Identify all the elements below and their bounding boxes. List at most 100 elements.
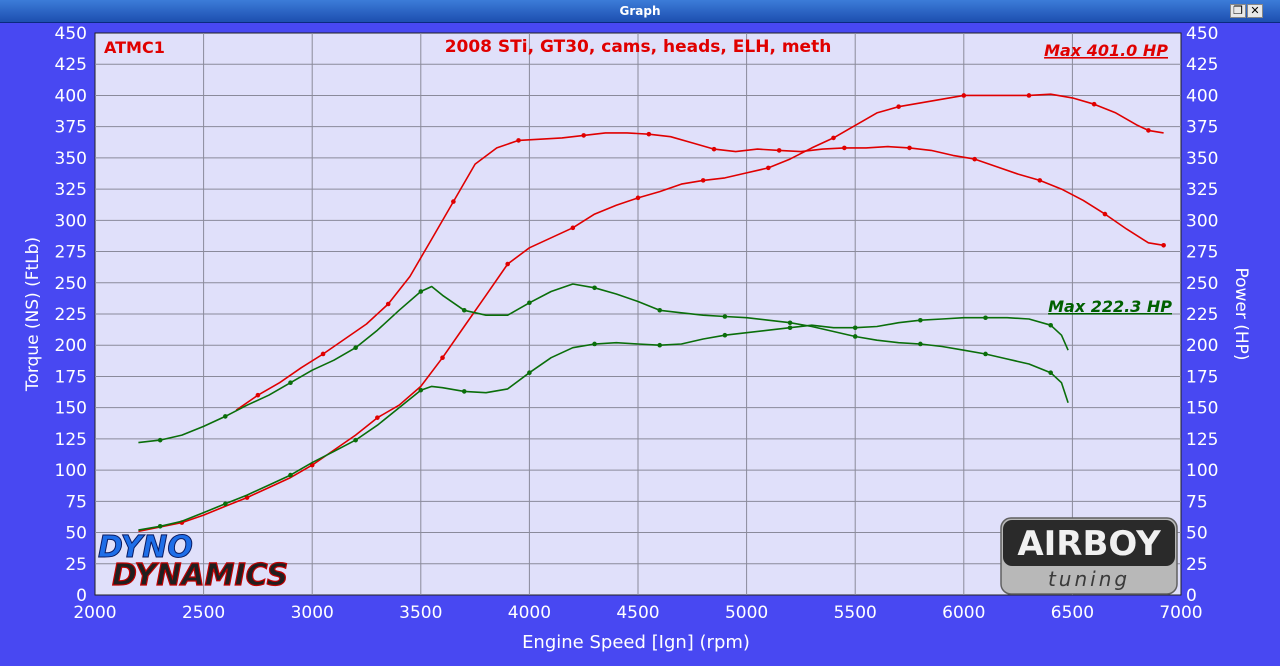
green-power-point: [288, 472, 293, 478]
red-power-point: [1091, 101, 1097, 107]
right-tick-label: 425: [1186, 55, 1218, 75]
red-torque-point: [581, 133, 586, 138]
green-torque-point: [592, 285, 597, 291]
red-power-point: [961, 93, 967, 98]
x-tick-label: 3500: [399, 603, 442, 623]
green-power-point: [852, 325, 858, 331]
title-bar[interactable]: Graph ❐ ✕: [0, 0, 1280, 23]
run-label: ATMC1: [104, 38, 165, 57]
series-layer: [138, 93, 1166, 533]
left-tick-label: 300: [55, 211, 87, 231]
airboy-logo-line2: tuning: [1048, 567, 1130, 591]
x-tick-label: 6500: [1051, 603, 1094, 623]
green-power-point: [787, 325, 793, 331]
right-tick-label: 450: [1186, 24, 1218, 44]
left-axis-ticks: 0 25 50 75 100 125 150 175 200 225 250 275 300 325 350…: [55, 24, 87, 606]
right-tick-label: 125: [1186, 430, 1218, 450]
airboy-logo-line1: AIRBOY: [1017, 524, 1161, 564]
red-power-point: [505, 261, 510, 267]
x-tick-label: 7000: [1159, 603, 1202, 623]
right-tick-label: 250: [1186, 274, 1218, 294]
airboy-tuning-logo: AIRBOY tuning: [1000, 517, 1178, 595]
x-tick-label: 4500: [616, 603, 659, 623]
window-title: Graph: [619, 4, 661, 18]
green-torque-point: [288, 380, 293, 385]
left-tick-label: 100: [55, 461, 87, 481]
left-tick-label: 325: [55, 180, 87, 200]
red-power-point: [440, 355, 445, 361]
left-axis-label: Torque (NS) (FtLb): [23, 237, 43, 392]
left-tick-label: 275: [55, 243, 87, 263]
dyno-logo-line1: DYNO: [98, 530, 193, 565]
red-torque-point: [385, 301, 391, 307]
red-torque-point: [1161, 243, 1166, 248]
red-torque-point: [842, 145, 847, 151]
red-power-point: [1146, 128, 1151, 133]
left-tick-label: 25: [65, 555, 87, 575]
max-green-hp-annotation: Max 222.3 HP: [1048, 297, 1172, 316]
left-tick-label: 250: [55, 274, 87, 294]
red-torque-point: [972, 156, 977, 162]
green-torque-point: [787, 320, 793, 326]
green-torque-point: [223, 414, 228, 419]
green-power-point: [527, 370, 532, 375]
close-icon[interactable]: ✕: [1247, 4, 1263, 18]
green-power-point: [461, 389, 467, 394]
green-torque-point: [983, 351, 988, 357]
green-power-point: [983, 315, 988, 321]
red-power-point: [570, 225, 576, 231]
left-tick-label: 150: [55, 399, 87, 419]
red-torque-line: [235, 132, 1164, 411]
green-torque-point: [353, 345, 358, 351]
red-torque-point: [711, 146, 717, 152]
x-tick-label: 4000: [508, 603, 551, 623]
right-tick-label: 100: [1186, 461, 1218, 481]
right-tick-label: 175: [1186, 367, 1218, 387]
green-torque-point: [418, 289, 424, 294]
right-tick-label: 225: [1186, 305, 1218, 325]
restore-icon[interactable]: ❐: [1230, 4, 1246, 18]
x-tick-label: 5000: [725, 603, 768, 623]
left-tick-label: 375: [55, 118, 87, 138]
green-torque-point: [461, 307, 467, 313]
left-tick-label: 200: [55, 336, 87, 356]
red-power-point: [375, 415, 380, 420]
red-power-point: [896, 104, 901, 109]
green-power-point: [1048, 322, 1053, 328]
left-tick-label: 75: [65, 492, 87, 512]
green-power-point: [592, 341, 597, 347]
red-power-point: [766, 165, 771, 171]
x-axis-ticks: 2000 2500 3000 3500 4000 4500 5000 5500 6000 6500…: [73, 603, 1202, 623]
chart-title: 2008 STi, GT30, cams, heads, ELH, meth: [445, 37, 832, 57]
red-torque-point: [451, 199, 456, 204]
right-tick-label: 400: [1186, 86, 1218, 106]
green-torque-point: [657, 307, 663, 313]
right-tick-label: 375: [1186, 118, 1218, 138]
red-torque-point: [907, 145, 912, 151]
green-torque-point: [157, 437, 163, 443]
right-tick-label: 75: [1186, 492, 1208, 512]
green-torque-point: [1048, 370, 1053, 375]
right-tick-label: 150: [1186, 399, 1218, 419]
green-torque-point: [852, 334, 858, 339]
green-torque-line: [138, 283, 1069, 444]
left-tick-label: 225: [55, 305, 87, 325]
dyno-dynamics-logo: DYNO DYNAMICS: [98, 530, 289, 594]
green-torque-point: [527, 300, 532, 306]
green-power-line: [138, 316, 1069, 531]
green-power-point: [418, 387, 424, 393]
red-torque-point: [1037, 178, 1043, 183]
left-tick-label: 425: [55, 55, 87, 75]
red-power-point: [831, 135, 836, 141]
left-tick-label: 0: [76, 586, 87, 606]
x-tick-label: 2000: [73, 603, 116, 623]
left-tick-label: 125: [55, 430, 87, 450]
green-torque-point: [722, 314, 728, 319]
right-axis-label: Power (HP): [1231, 267, 1251, 360]
right-tick-label: 350: [1186, 149, 1218, 169]
red-torque-point: [320, 351, 326, 357]
green-power-point: [918, 317, 923, 323]
right-tick-label: 50: [1186, 524, 1208, 544]
green-power-point: [223, 501, 228, 507]
